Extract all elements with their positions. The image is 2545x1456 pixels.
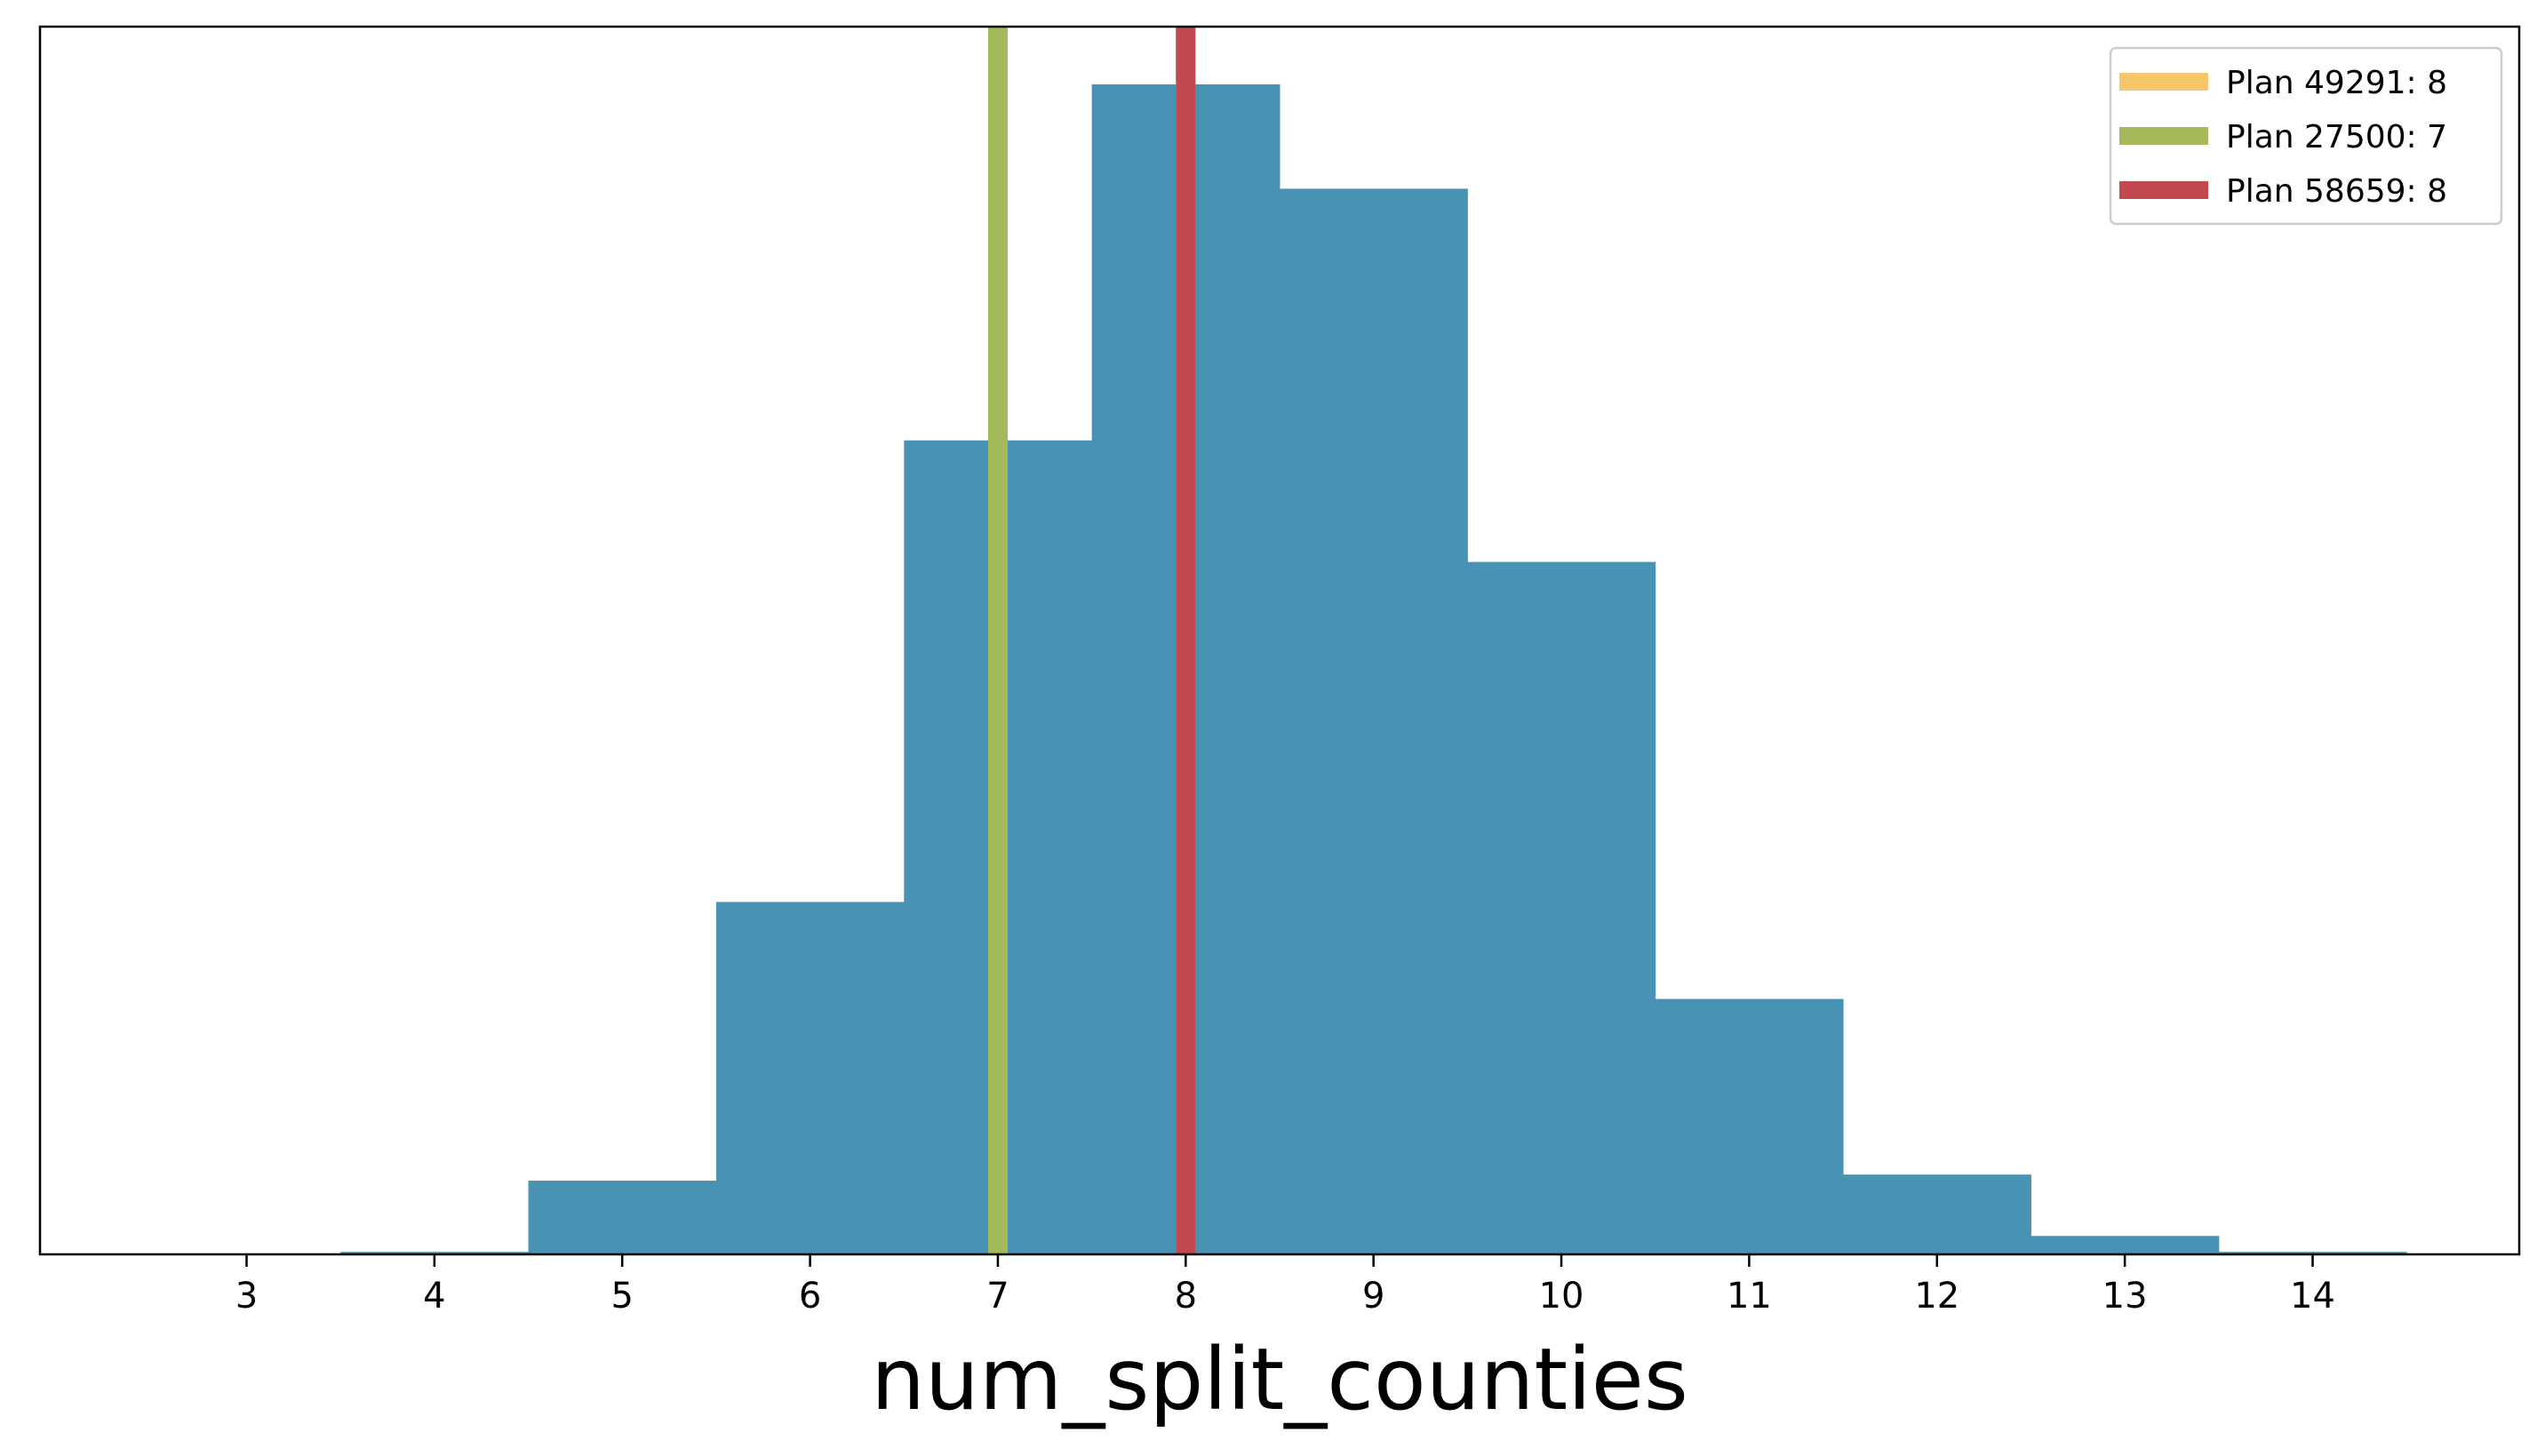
x-tick-label: 14: [2290, 1276, 2335, 1317]
plot-frame: [38, 25, 2521, 1256]
x-tick-label: 9: [1362, 1276, 1384, 1317]
x-axis-label: num_split_counties: [871, 1330, 1688, 1429]
legend-label: Plan 27500: 7: [2226, 119, 2447, 155]
histogram-bar: [528, 1181, 717, 1254]
histogram-bar: [1280, 188, 1468, 1255]
x-tick-label: 12: [1914, 1276, 1959, 1317]
x-tick-label: 11: [1727, 1276, 1772, 1317]
reference-lines: [987, 27, 1196, 1254]
histogram-bar: [2218, 1252, 2407, 1254]
legend-box: [2109, 46, 2503, 226]
legend-label: Plan 58659: 8: [2226, 173, 2447, 210]
histogram-bar: [1655, 999, 1844, 1254]
x-tick-label: 7: [986, 1276, 1009, 1317]
legend-label: Plan 49291: 8: [2226, 65, 2447, 101]
x-tick-label: 3: [235, 1276, 258, 1317]
histogram-bar: [1467, 561, 1656, 1254]
x-tick-label: 8: [1175, 1276, 1197, 1317]
x-tick-label: 4: [423, 1276, 445, 1317]
histogram-bar: [340, 1252, 530, 1254]
x-tick-label: 10: [1539, 1276, 1584, 1317]
legend: Plan 49291: 8 Plan 27500: 7 Plan 58659: 8: [2109, 46, 2503, 226]
histogram-bar: [2030, 1236, 2220, 1254]
x-tick-label: 6: [799, 1276, 821, 1317]
x-tick-label: 5: [611, 1276, 634, 1317]
histogram-bar: [715, 902, 905, 1254]
histogram-bar: [1843, 1174, 2031, 1254]
x-tick-label: 13: [2102, 1276, 2148, 1317]
x-axis-ticks: 3 4 5 6 7 8 9 10 11 12 13 14: [235, 1254, 2335, 1317]
